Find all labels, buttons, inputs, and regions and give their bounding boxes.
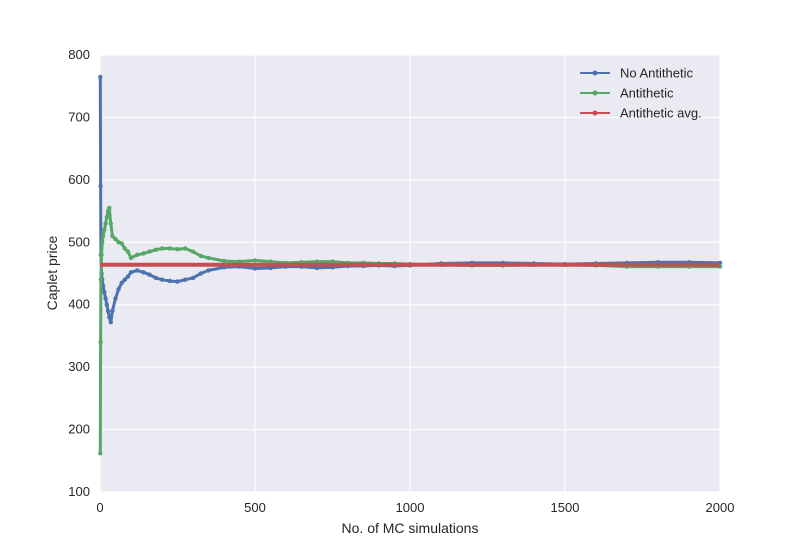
data-point <box>167 278 172 284</box>
y-tick-label: 100 <box>68 484 90 499</box>
legend-marker <box>592 90 598 96</box>
data-point <box>116 286 121 292</box>
data-point <box>104 215 110 220</box>
data-point <box>128 255 134 261</box>
data-point <box>252 258 258 263</box>
data-point <box>102 290 107 295</box>
data-point <box>99 252 104 257</box>
legend-label: Antithetic avg. <box>620 106 702 121</box>
y-tick-label: 800 <box>68 47 90 62</box>
data-point <box>159 277 165 282</box>
data-point <box>153 275 158 281</box>
data-point <box>119 280 124 286</box>
data-point <box>103 296 108 301</box>
data-point <box>102 227 107 232</box>
data-point <box>206 268 211 273</box>
data-point <box>190 249 196 254</box>
data-point <box>183 277 188 282</box>
data-point <box>237 259 242 264</box>
data-point <box>141 251 146 256</box>
legend-label: Antithetic <box>620 86 674 101</box>
x-tick-label: 1000 <box>396 500 425 515</box>
data-point <box>108 221 114 226</box>
y-tick-labels: 100 200 300 400 500 600 700 800 <box>68 47 90 499</box>
x-axis-label: No. of MC simulations <box>342 520 479 536</box>
y-tick-label: 300 <box>68 359 90 374</box>
data-point <box>113 296 118 301</box>
data-point <box>100 233 106 239</box>
y-tick-label: 500 <box>68 234 90 249</box>
data-point <box>221 258 227 264</box>
data-point <box>159 246 165 251</box>
y-axis-label: Caplet price <box>44 235 60 310</box>
data-point <box>107 315 112 320</box>
legend-marker <box>592 110 598 116</box>
legend-item: No Antithetic <box>580 66 693 81</box>
data-point <box>119 241 124 246</box>
data-point <box>122 246 128 251</box>
data-point <box>128 270 134 275</box>
data-point <box>122 277 128 282</box>
data-point <box>135 268 140 273</box>
data-point <box>103 221 108 226</box>
data-point <box>206 255 211 261</box>
data-point <box>98 277 104 282</box>
data-point <box>167 246 172 251</box>
data-point <box>147 272 152 277</box>
data-point <box>125 249 131 254</box>
data-point <box>98 340 103 345</box>
data-point <box>110 233 115 239</box>
data-point <box>98 451 103 456</box>
gridlines <box>99 54 721 493</box>
data-point <box>100 240 105 245</box>
data-point <box>141 270 146 275</box>
data-point <box>104 302 110 307</box>
legend: No Antithetic Antithetic Antithetic avg. <box>580 66 702 121</box>
legend-item: Antithetic avg. <box>580 106 702 121</box>
y-tick-label: 700 <box>68 109 90 124</box>
data-point <box>330 259 335 264</box>
legend-marker <box>592 70 598 76</box>
data-point <box>190 275 196 281</box>
x-tick-label: 500 <box>244 500 266 515</box>
x-tick-labels: 0 500 1000 1500 2000 <box>96 500 734 515</box>
data-point <box>107 205 112 211</box>
x-tick-label: 0 <box>96 500 103 515</box>
x-tick-label: 2000 <box>706 500 735 515</box>
data-point <box>98 183 103 189</box>
series-layer <box>98 74 723 456</box>
data-point <box>108 320 114 325</box>
y-tick-label: 600 <box>68 172 90 187</box>
data-point <box>175 247 180 252</box>
data-point <box>183 246 188 251</box>
data-point <box>252 266 258 271</box>
legend-label: No Antithetic <box>620 66 693 81</box>
y-tick-label: 400 <box>68 297 90 312</box>
y-tick-label: 200 <box>68 422 90 437</box>
legend-item: Antithetic <box>580 86 674 101</box>
data-point <box>153 247 158 252</box>
data-point <box>175 279 180 284</box>
data-point <box>314 259 320 264</box>
data-point <box>125 274 131 279</box>
data-point <box>198 271 203 276</box>
data-point <box>147 249 152 254</box>
data-point <box>135 252 140 257</box>
x-tick-label: 1500 <box>551 500 580 515</box>
data-point <box>98 74 103 80</box>
data-point <box>113 237 118 242</box>
data-point <box>198 253 203 259</box>
data-point <box>105 308 111 314</box>
data-point <box>268 259 273 264</box>
data-point <box>110 308 115 314</box>
